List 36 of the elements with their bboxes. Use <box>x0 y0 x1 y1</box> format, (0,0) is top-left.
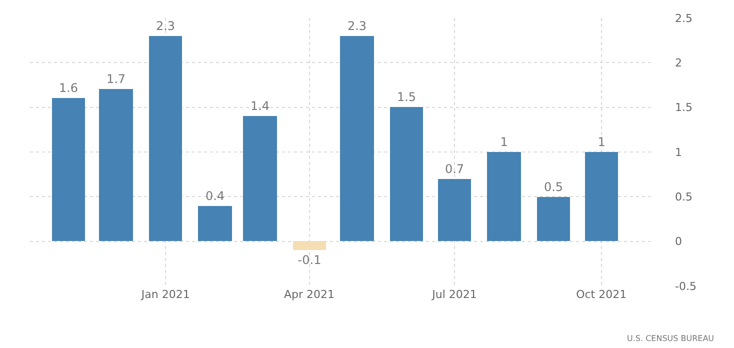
bar <box>585 152 618 241</box>
bar <box>198 206 232 241</box>
data-label: 2.3 <box>156 19 176 33</box>
bar <box>438 179 471 241</box>
bar <box>52 98 85 241</box>
y-tick-label: 2 <box>675 56 682 70</box>
y-tick-label: 1 <box>675 146 682 159</box>
bar <box>537 197 570 241</box>
data-label: 1 <box>598 135 606 149</box>
text: U.S. CENSUS BUREAU <box>627 334 714 343</box>
x-tick-label: Apr 2021 <box>284 288 335 301</box>
bar <box>340 36 374 241</box>
data-label: 0.7 <box>444 162 464 176</box>
data-label: 0.5 <box>544 180 564 194</box>
bar <box>243 116 277 241</box>
bar <box>149 36 182 241</box>
y-tick-label: 1.5 <box>675 101 692 114</box>
data-label: -0.1 <box>298 253 322 267</box>
bar <box>293 241 326 250</box>
data-label: 0.4 <box>205 189 225 203</box>
x-tick-label: Jul 2021 <box>431 288 477 301</box>
data-label: 1 <box>500 135 508 149</box>
bar <box>99 89 133 241</box>
data-label: 1.4 <box>250 99 270 113</box>
x-tick-label: Jan 2021 <box>140 288 190 301</box>
bar <box>487 152 521 241</box>
y-tick-label: -0.5 <box>675 280 696 293</box>
bar <box>390 107 423 241</box>
y-tick-label: 0.5 <box>675 190 692 204</box>
x-tick-label: Oct 2021 <box>576 288 627 301</box>
y-tick-label: 0 <box>675 235 682 248</box>
y-tick-label: 2.5 <box>675 12 692 25</box>
data-label: 2.3 <box>347 19 367 33</box>
data-label: 1.6 <box>58 81 78 95</box>
data-label: 1.5 <box>396 90 416 104</box>
data-label: 1.7 <box>106 72 126 86</box>
